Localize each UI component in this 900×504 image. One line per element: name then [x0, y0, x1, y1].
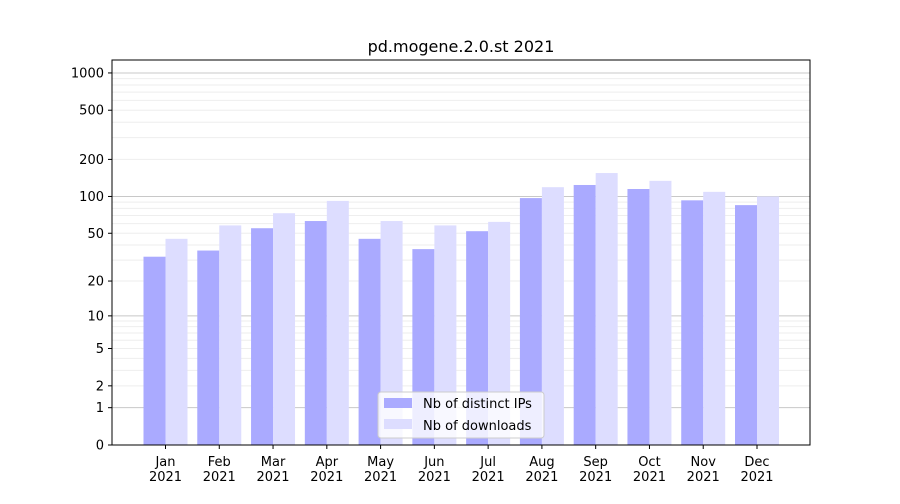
y-tick-label: 1 [96, 401, 104, 416]
bar-distinct-ips [681, 200, 704, 445]
bar-downloads [488, 221, 511, 445]
y-tick-label: 200 [79, 153, 104, 168]
x-tick-label: Feb 2021 [203, 455, 236, 485]
bar-distinct-ips [143, 256, 166, 445]
legend: Nb of distinct IPs Nb of downloads [377, 391, 545, 439]
bar-distinct-ips [304, 221, 327, 445]
x-tick-label: Aug 2021 [525, 455, 558, 485]
x-tick-label: Jan 2021 [149, 455, 182, 485]
legend-swatch-downloads [384, 419, 412, 429]
x-axis: Jan 2021 Feb 2021 Mar 2021 Apr 2021 May 2021 Jun 20… [149, 445, 774, 485]
y-axis: 0 1 2 5 10 20 50 100 200 500 1000 [71, 66, 112, 454]
y-tick-label: 5 [96, 342, 104, 357]
bar-downloads [541, 187, 564, 445]
x-tick-label: Nov 2021 [687, 455, 720, 485]
bar-downloads [380, 221, 403, 445]
bar-downloads [165, 238, 188, 445]
bar-distinct-ips [573, 184, 596, 445]
x-tick-label: Apr 2021 [310, 455, 343, 485]
y-tick-label: 100 [79, 190, 104, 205]
bar-downloads [326, 200, 349, 445]
bar-downloads [273, 213, 296, 445]
legend-label-ips: Nb of distinct IPs [423, 397, 532, 412]
x-tick-label: Dec 2021 [740, 455, 773, 485]
x-tick-label: Jul 2021 [472, 455, 505, 485]
legend-label-downloads: Nb of downloads [423, 419, 532, 434]
chart-title: pd.mogene.2.0.st 2021 [368, 37, 555, 56]
bar-downloads [757, 196, 779, 445]
y-tick-label: 2 [96, 379, 104, 394]
y-tick-label: 10 [87, 309, 104, 324]
y-tick-label: 0 [96, 439, 104, 454]
bar-downloads [703, 191, 726, 445]
legend-box [377, 391, 545, 439]
x-tick-label: Mar 2021 [256, 455, 289, 485]
bar-distinct-ips [519, 198, 542, 445]
x-tick-label: Jun 2021 [418, 455, 451, 485]
x-tick-label: Oct 2021 [633, 455, 666, 485]
y-tick-label: 50 [87, 227, 104, 242]
bar-distinct-ips [358, 238, 381, 445]
bar-downloads [434, 225, 457, 445]
bar-downloads [595, 173, 618, 445]
bar-distinct-ips [735, 205, 757, 445]
bar-distinct-ips [251, 228, 274, 445]
bars [143, 173, 779, 445]
y-tick-label: 20 [87, 275, 104, 290]
bar-distinct-ips [197, 250, 220, 445]
bar-distinct-ips [627, 189, 650, 445]
bar-downloads [219, 225, 242, 445]
bar-downloads [649, 180, 672, 445]
y-tick-label: 1000 [71, 66, 104, 81]
x-tick-label: Sep 2021 [579, 455, 612, 485]
plot-frame [111, 59, 811, 446]
x-tick-label: May 2021 [364, 455, 397, 485]
y-tick-label: 500 [79, 104, 104, 119]
legend-swatch-ips [384, 398, 412, 408]
